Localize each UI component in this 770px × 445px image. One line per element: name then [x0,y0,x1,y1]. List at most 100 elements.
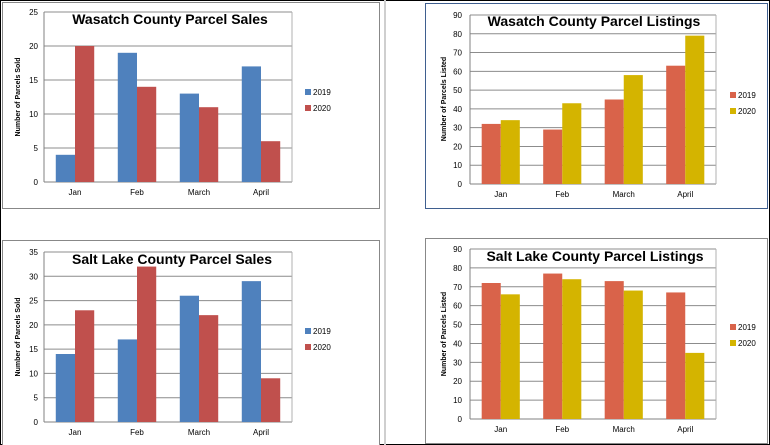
bar-2019-april [666,65,686,184]
legend-label: 2019 [313,88,331,97]
y-tick-label: 25 [29,297,38,306]
chart-1: 0 5 10 15 20 25 Jan Feb March April Wasatch County… [2,2,380,209]
bar-2019-jan [55,154,75,182]
bar-2019-march [604,281,624,419]
legend-label: 2020 [738,339,756,348]
y-tick-label: 70 [453,49,462,58]
chart-title: Salt Lake County Parcel Sales [72,251,272,267]
legend-swatch [305,344,311,350]
chart-4: 0 10 20 30 40 50 60 70 80 90 Jan Feb March April Salt … [425,238,768,444]
bar-2019-april [241,281,261,422]
bar-2020-april [261,141,281,182]
x-tick-label: Feb [555,190,569,199]
x-tick-label: Feb [130,428,144,437]
legend-swatch [305,328,311,334]
y-tick-label: 30 [29,272,38,281]
x-tick-label: March [613,425,635,434]
y-tick-label: 10 [29,110,38,119]
legend-swatch [730,324,736,330]
y-axis-label: Number of Parcels Listed [441,57,448,141]
y-tick-label: 10 [453,396,462,405]
legend-label: 2019 [313,327,331,336]
y-tick-label: 10 [29,369,38,378]
y-tick-label: 25 [29,8,38,17]
bar-2019-march [179,295,199,422]
legend-swatch [730,92,736,98]
bar-2019-april [666,292,686,419]
x-tick-label: Jan [494,190,507,199]
chart-title: Wasatch County Parcel Sales [72,11,268,27]
x-tick-label: March [188,428,210,437]
x-tick-label: April [677,190,693,199]
bar-2019-feb [543,273,563,419]
bar-2019-feb [117,339,137,422]
bar-2020-jan [500,294,520,419]
bar-2019-jan [55,354,75,422]
legend-label: 2020 [313,343,331,352]
y-tick-label: 40 [453,339,462,348]
chart-title: Salt Lake County Parcel Listings [486,248,703,264]
y-tick-label: 40 [453,105,462,114]
bar-2020-feb [137,266,157,422]
y-tick-label: 70 [453,283,462,292]
y-axis-label: Number of Parcels Listed [441,292,448,376]
legend-swatch [730,108,736,114]
x-tick-label: Feb [555,425,569,434]
bar-2019-jan [481,123,501,184]
bar-2019-feb [543,129,563,184]
bar-2020-jan [75,46,95,182]
x-tick-label: March [613,190,635,199]
chart-3: 0 5 10 15 20 25 30 35 Jan Feb March April Salt Lake … [2,240,380,445]
legend-label: 2020 [738,107,756,116]
bar-2020-jan [75,310,95,422]
chart-2: 0 10 20 30 40 50 60 70 80 90 Jan Feb March April Wasat… [425,3,768,209]
y-tick-label: 80 [453,30,462,39]
bar-2019-feb [117,52,137,182]
y-tick-label: 60 [453,302,462,311]
x-tick-label: March [188,188,210,197]
y-tick-label: 0 [34,178,39,187]
y-tick-label: 30 [453,358,462,367]
legend-swatch [730,340,736,346]
y-tick-label: 90 [453,245,462,254]
y-tick-label: 15 [29,345,38,354]
bar-2020-april [261,378,281,422]
x-tick-label: April [677,425,693,434]
y-tick-label: 15 [29,76,38,85]
bar-2019-march [604,99,624,184]
x-tick-label: Jan [69,188,82,197]
x-tick-label: Jan [494,425,507,434]
bar-2020-march [623,290,643,419]
x-tick-label: April [253,188,269,197]
y-tick-label: 20 [29,42,38,51]
bar-2020-april [685,35,705,185]
y-tick-label: 50 [453,86,462,95]
y-axis-label: Number of Parcels Sold [15,58,22,137]
y-tick-label: 20 [29,321,38,330]
bar-2019-april [241,66,261,182]
y-tick-label: 5 [34,394,39,403]
y-tick-label: 60 [453,67,462,76]
legend-label: 2019 [738,91,756,100]
legend-swatch [305,105,311,111]
bar-2020-feb [562,279,582,419]
bar-2020-march [623,75,643,184]
y-tick-label: 20 [453,142,462,151]
y-tick-label: 0 [34,418,39,427]
legend-label: 2019 [738,323,756,332]
legend-swatch [305,89,311,95]
x-tick-label: Jan [69,428,82,437]
y-tick-label: 30 [453,124,462,133]
y-tick-label: 35 [29,248,38,257]
bar-2019-jan [481,283,501,419]
bar-2020-feb [137,86,157,182]
y-axis-label: Number of Parcels Sold [15,298,22,377]
bar-2020-jan [500,120,520,184]
legend-label: 2020 [313,104,331,113]
y-tick-label: 50 [453,321,462,330]
bar-2019-march [179,93,199,182]
bar-2020-march [199,107,219,182]
bar-2020-march [199,315,219,422]
chart-title: Wasatch County Parcel Listings [488,13,701,29]
